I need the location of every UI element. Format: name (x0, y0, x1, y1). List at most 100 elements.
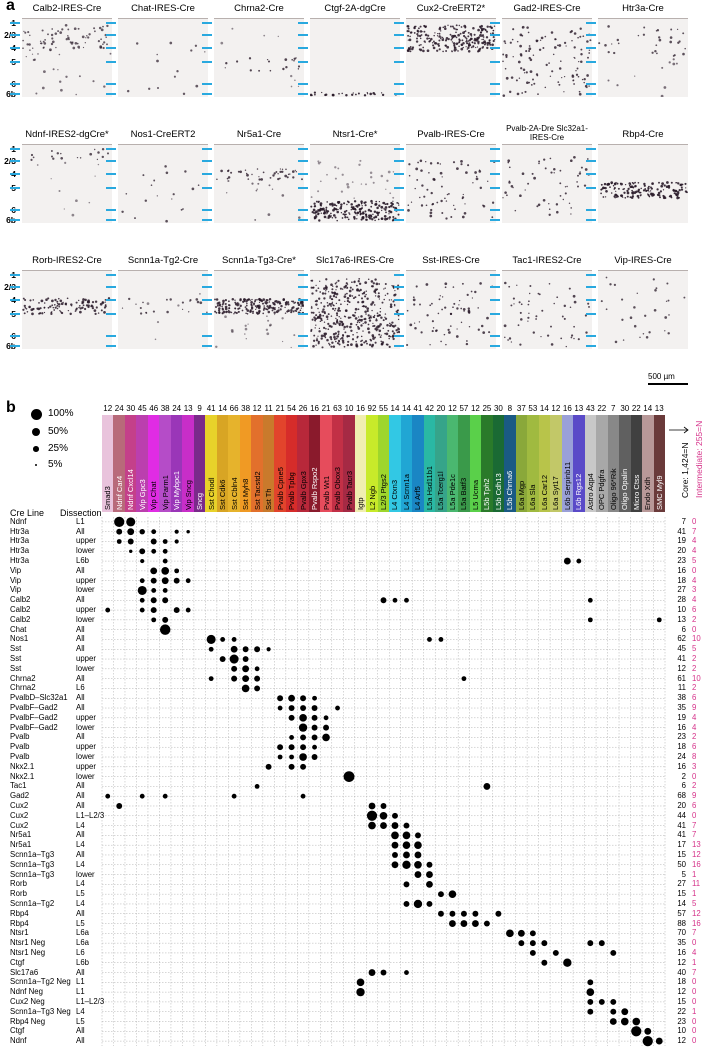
cluster-count: 16 (562, 404, 572, 413)
labeled-cell (481, 46, 484, 49)
cre-line-label: Scnn1a–Tg3 (10, 859, 55, 869)
labeled-cell (297, 85, 300, 88)
cluster-count: 25 (482, 404, 492, 413)
labeled-cell (533, 176, 536, 180)
labeled-cell (568, 202, 571, 205)
labeled-cell (258, 178, 261, 181)
labeled-cell (126, 89, 130, 93)
proportion-dot (208, 646, 214, 652)
labeled-cell (103, 41, 106, 44)
proportion-dot (114, 516, 125, 528)
layer-boundary-tick (106, 82, 116, 85)
proportion-dot (231, 675, 238, 682)
proportion-dot (529, 940, 536, 947)
dissection-label: All (76, 595, 85, 605)
cluster-count: 8 (507, 404, 513, 413)
labeled-cell (82, 46, 85, 49)
labeled-cell (507, 161, 510, 164)
core-count: 7 (681, 516, 686, 526)
labeled-cell (542, 47, 545, 49)
proportion-dot (185, 578, 191, 584)
cluster-name: L5 Ucma (470, 479, 480, 510)
labeled-cell (571, 39, 573, 42)
labeled-cell (462, 46, 464, 49)
labeled-cell (466, 48, 469, 50)
cre-line-label: PvalbF–Gad2 (10, 722, 58, 732)
proportion-dot (150, 577, 157, 584)
labeled-cell (524, 90, 527, 93)
cluster-name: Pvalb Tacr3 (344, 470, 354, 510)
labeled-cell (336, 219, 338, 222)
intermediate-count: 2 (692, 683, 697, 693)
cluster-name: Pvalb Gpx3 (298, 471, 308, 510)
labeled-cell (580, 60, 583, 64)
labeled-cell (453, 46, 457, 50)
labeled-cell (323, 215, 327, 219)
labeled-cell (522, 68, 526, 72)
labeled-cell (512, 28, 515, 31)
dissection-label: All (76, 1036, 85, 1046)
cre-line-label: Ntsr1 Neg (10, 947, 46, 957)
labeled-cell (451, 37, 454, 40)
proportion-dot (254, 685, 261, 692)
layer-boundary-tick (106, 92, 116, 95)
proportion-dot (391, 831, 399, 840)
labeled-cell (444, 27, 447, 30)
labeled-cell (582, 35, 585, 38)
labeled-cell (315, 210, 318, 214)
cluster-count: 14 (390, 404, 400, 413)
proportion-dot (402, 860, 411, 869)
labeled-cell (320, 212, 322, 214)
dissection-label: L4 (76, 898, 85, 908)
labeled-cell (231, 27, 234, 30)
labeled-cell (224, 67, 226, 69)
core-count: 17 (677, 840, 686, 850)
labeled-cell (156, 195, 158, 197)
labeled-cell (478, 170, 482, 173)
cluster-count: 14 (539, 404, 549, 413)
labeled-cell (230, 171, 233, 174)
labeled-cell (575, 70, 577, 72)
core-count: 35 (677, 938, 686, 948)
labeled-cell (482, 38, 485, 41)
labeled-cell (367, 216, 370, 219)
labeled-cell (472, 46, 475, 48)
tile-title: Ndnf-IRES2-dgCre* (25, 129, 109, 140)
labeled-cell (432, 44, 435, 47)
labeled-cell (677, 41, 680, 44)
layer-boundary-tick (586, 61, 596, 64)
layer-boundary-tick (202, 21, 212, 24)
labeled-cell (442, 26, 445, 29)
intermediate-count: 11 (692, 879, 701, 889)
labeled-cell (236, 60, 239, 63)
proportion-dot (483, 782, 491, 790)
intermediate-count: 0 (692, 938, 697, 948)
tile-title: Pvalb-IRES-Cre (417, 129, 485, 140)
labeled-cell (441, 38, 445, 42)
labeled-cell (373, 210, 377, 213)
intermediate-count: 0 (692, 624, 697, 634)
tile-title: Gad2-IRES-Cre (513, 3, 581, 14)
cre-line-label: Chrna2 (10, 673, 36, 683)
labeled-cell (220, 41, 224, 45)
proportion-dot (298, 723, 308, 732)
core-count: 18 (677, 742, 686, 752)
labeled-cell (588, 49, 591, 52)
cre-line-label: Ndnf (10, 1036, 27, 1046)
labeled-cell (684, 47, 686, 50)
core-count: 16 (677, 947, 686, 957)
labeled-cell (360, 207, 363, 210)
labeled-cell (483, 40, 486, 43)
layer-boundary-tick (298, 187, 308, 190)
cluster-name: L2/3 Ptgs2 (379, 474, 388, 510)
cluster-name: Pvalb Rspo2 (310, 467, 320, 510)
cluster-count: 22 (597, 404, 607, 413)
labeled-cell (381, 93, 385, 97)
cluster-name: Ndnf Cxcl14 (126, 469, 136, 510)
labeled-cell (335, 204, 338, 207)
labeled-cell (244, 169, 247, 171)
labeled-cell (372, 213, 374, 216)
labeled-cell (439, 34, 441, 36)
labeled-cell (245, 172, 248, 175)
proportion-dot (449, 920, 456, 927)
